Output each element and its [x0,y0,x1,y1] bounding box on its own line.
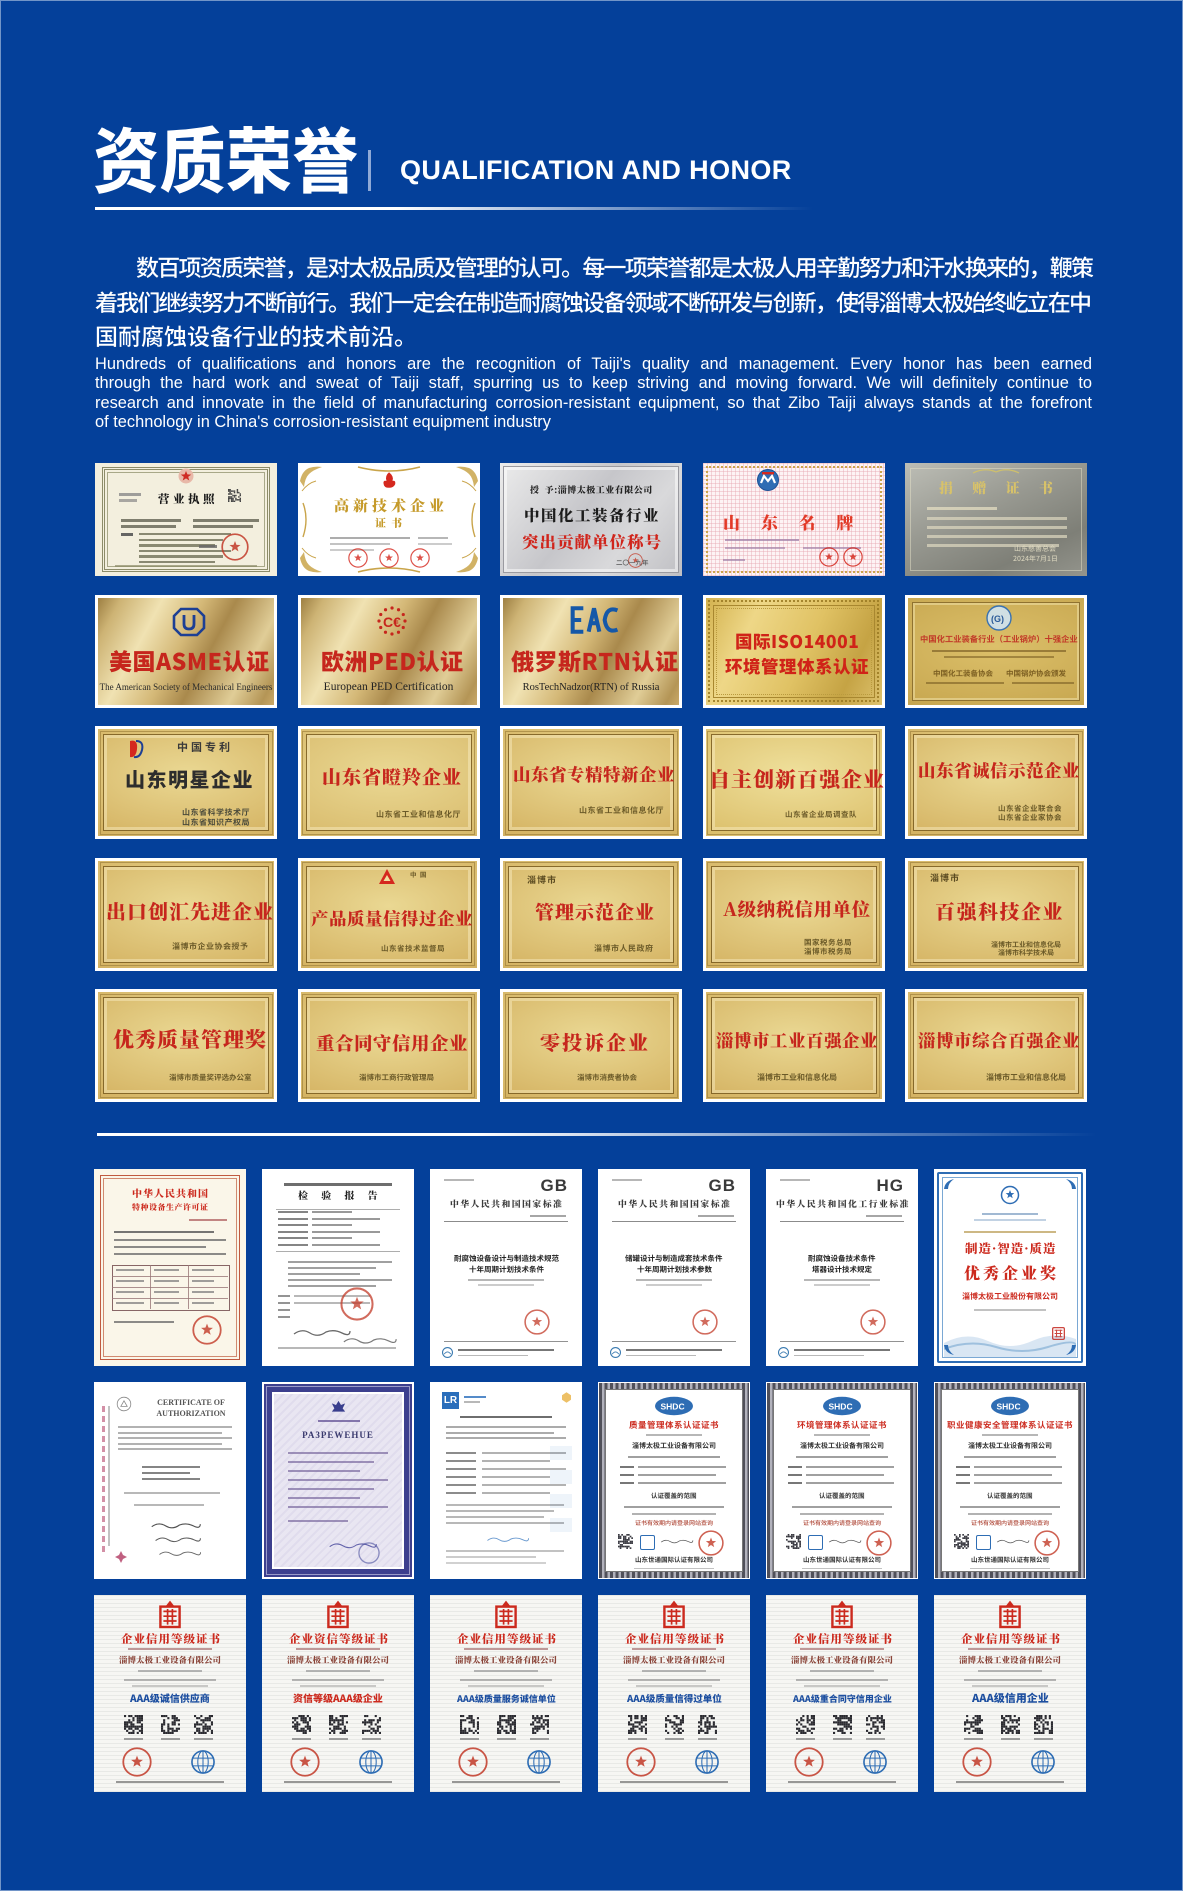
svg-text:SHDC: SHDC [997,1402,1021,1412]
svg-text:C€: C€ [383,614,401,630]
svg-text:(G): (G) [991,614,1004,624]
svg-text:SHDC: SHDC [661,1402,685,1412]
svg-text:SHDC: SHDC [829,1402,853,1412]
